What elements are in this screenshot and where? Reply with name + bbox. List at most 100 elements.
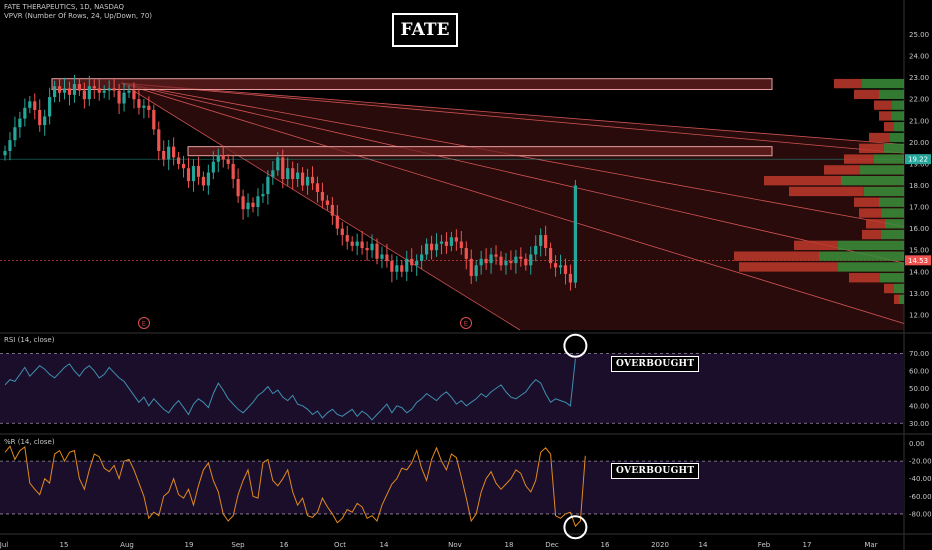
candle-body	[8, 140, 12, 151]
rsi-line	[4, 358, 576, 421]
vpvr-label: VPVR (Number Of Rows, 24, Up/Down, 70)	[4, 12, 153, 20]
volume-profile-up	[894, 283, 904, 294]
candle-body	[97, 88, 101, 93]
candle-body	[365, 248, 369, 251]
candle-body	[573, 185, 577, 283]
volume-profile-down	[844, 154, 874, 164]
candle-body	[186, 168, 191, 182]
willr-band-fill	[0, 461, 904, 514]
fan-line	[120, 82, 905, 264]
candle-body	[211, 161, 215, 173]
volume-profile-up	[890, 132, 904, 143]
price-axis-tick: 13.00	[909, 290, 929, 298]
candle-body	[77, 84, 81, 91]
candle-body	[553, 263, 558, 268]
candle-body	[549, 248, 553, 264]
volume-profile-up	[891, 111, 904, 121]
volume-profile-up	[899, 294, 904, 304]
candle-body	[301, 172, 305, 186]
time-axis-tick: Dec	[545, 541, 559, 549]
price-tag	[905, 255, 931, 266]
candle-body	[375, 243, 379, 259]
willr-axis-tick: -80.00	[909, 510, 932, 518]
candle-body	[330, 204, 334, 216]
time-axis-tick: 14	[699, 541, 708, 549]
fan-line	[120, 82, 905, 324]
candle-body	[558, 265, 563, 268]
candle-body	[286, 168, 290, 179]
willr-label: %R (14, close)	[4, 438, 55, 446]
candle-body	[320, 191, 325, 201]
candle-body	[147, 105, 151, 110]
candle-body	[38, 109, 42, 126]
chart-title: FATE	[392, 13, 458, 47]
fan-fill	[121, 83, 904, 330]
price-axis-tick: 14.00	[909, 268, 929, 276]
candle-body	[469, 258, 473, 277]
candle-body	[519, 256, 523, 259]
candle-body	[236, 179, 240, 197]
candle-body	[201, 176, 205, 186]
candle-body	[420, 254, 424, 261]
candle-body	[266, 176, 270, 195]
volume-profile-up	[841, 175, 904, 186]
candle-body	[380, 254, 384, 259]
candle-body	[345, 235, 349, 242]
time-axis-tick: Jul	[0, 541, 8, 549]
candle-body	[206, 172, 210, 186]
candle-body	[429, 243, 434, 251]
price-axis-tick: 15.00	[909, 247, 929, 255]
candle-body	[261, 194, 265, 197]
candle-body	[568, 273, 573, 283]
candle-body	[454, 237, 458, 242]
candle-body	[181, 163, 186, 169]
candle-body	[464, 248, 468, 259]
candle-body	[112, 88, 116, 91]
candle-body	[405, 258, 409, 272]
candle-body	[539, 235, 543, 246]
candle-body	[276, 157, 280, 171]
willr-axis-tick: 0.00	[909, 440, 925, 448]
candle-body	[459, 241, 463, 249]
candle-body	[499, 256, 503, 266]
candle-body	[479, 258, 483, 266]
price-tag	[905, 154, 931, 165]
volume-profile-up	[881, 208, 904, 218]
volume-profile-down	[854, 89, 879, 100]
candle-body	[48, 97, 52, 117]
volume-profile-up	[819, 251, 904, 261]
willr-axis-tick: -60.00	[909, 493, 932, 501]
candle-body	[53, 86, 57, 98]
candle-body	[13, 127, 17, 141]
candle-body	[425, 243, 429, 255]
candle-body	[395, 265, 399, 272]
price-axis-tick: 21.00	[909, 117, 929, 125]
candle-body	[152, 109, 156, 130]
volume-profile-up	[894, 122, 904, 132]
resistance-zone	[187, 146, 773, 157]
fan-line	[120, 82, 905, 145]
candle-body	[256, 196, 260, 208]
candle-body	[390, 260, 394, 272]
rsi-axis-tick: 40.00	[909, 402, 929, 410]
candle-body	[117, 90, 121, 104]
candle-body	[415, 260, 419, 266]
volume-profile-up	[879, 197, 904, 207]
rsi-axis-tick: 70.00	[909, 350, 929, 358]
time-axis-tick: 2020	[651, 541, 669, 549]
rsi-axis-tick: 50.00	[909, 385, 929, 393]
candle-body	[3, 150, 7, 156]
candle-body	[400, 265, 404, 272]
time-axis-tick: Aug	[120, 541, 134, 549]
candle-body	[504, 260, 508, 266]
price-axis-tick: 12.00	[909, 311, 929, 319]
volume-profile-down	[794, 240, 838, 251]
candle-body	[296, 172, 300, 179]
price-axis-tick: 18.00	[909, 182, 929, 190]
candle-body	[87, 86, 91, 100]
candle-body	[191, 166, 196, 182]
candle-body	[484, 258, 488, 264]
willr-axis-tick: -40.00	[909, 475, 932, 483]
rsi-band-fill	[0, 353, 904, 424]
volume-profile-down	[859, 208, 882, 218]
